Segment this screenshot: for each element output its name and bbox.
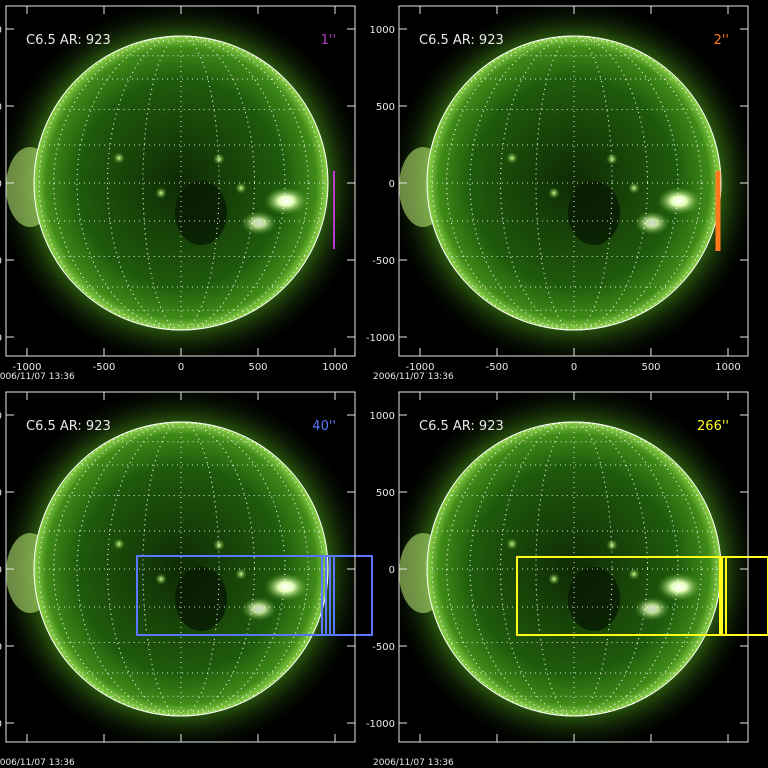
solar-panel-1: 1000 500 0 -500 -1000 -1000 -500 0 500 1000 C6.5 A… xyxy=(0,5,356,382)
solar-disk xyxy=(34,36,328,330)
bright-point xyxy=(235,568,247,580)
bright-point xyxy=(628,182,640,194)
y-tick-label: -500 xyxy=(372,642,395,653)
x-tick-label: -500 xyxy=(486,362,509,373)
active-region-923 xyxy=(264,573,308,601)
y-tick-label: -500 xyxy=(0,256,2,267)
coronal-hole xyxy=(175,181,227,245)
active-region-loops xyxy=(634,597,670,621)
bright-point xyxy=(213,153,225,165)
active-region-923 xyxy=(657,573,701,601)
x-tick-label: -500 xyxy=(93,362,116,373)
resolution-overlay xyxy=(516,556,768,636)
y-tick-label: 1000 xyxy=(370,411,395,422)
y-tick-label: -500 xyxy=(372,256,395,267)
bright-point xyxy=(548,187,560,199)
x-tick-label: 0 xyxy=(571,362,577,373)
active-region-loops xyxy=(241,597,277,621)
observation-date: 2006/11/07 13:36 xyxy=(373,758,454,768)
bright-point xyxy=(113,538,125,550)
y-tick-label: 1000 xyxy=(0,411,2,422)
bright-point xyxy=(155,573,167,585)
event-label: C6.5 AR: 923 xyxy=(26,33,111,48)
y-tick-label: 1000 xyxy=(0,25,2,36)
event-label: C6.5 AR: 923 xyxy=(26,419,111,434)
y-tick-label: 0 xyxy=(389,565,395,576)
bright-point xyxy=(606,539,618,551)
x-tick-label: -1000 xyxy=(12,362,41,373)
bright-point xyxy=(213,539,225,551)
bright-point xyxy=(155,187,167,199)
solar-disk xyxy=(34,422,328,716)
y-tick-label: -1000 xyxy=(366,719,395,730)
y-tick-label: 500 xyxy=(376,488,395,499)
bright-point xyxy=(548,573,560,585)
event-label: C6.5 AR: 923 xyxy=(419,33,504,48)
resolution-label: 266'' xyxy=(697,419,729,434)
observation-date: 2006/11/07 13:36 xyxy=(373,372,454,382)
y-tick-label: 500 xyxy=(0,102,2,113)
resolution-overlay xyxy=(136,555,373,636)
x-tick-label: 0 xyxy=(178,362,184,373)
observation-date: 2006/11/07 13:36 xyxy=(0,758,75,768)
solar-panel-2: 1000 500 0 -500 -1000 -1000 -500 0 500 1000 C6.5 A… xyxy=(366,5,749,382)
solar-disk xyxy=(427,422,721,716)
y-tick-label: -1000 xyxy=(366,333,395,344)
solar-limb xyxy=(426,35,722,331)
resolution-label: 1'' xyxy=(321,33,336,48)
x-tick-label: 500 xyxy=(248,362,267,373)
solar-panel-4: 1000 500 0 -500 -1000 C6.5 AR: 923 266'' 2006/1… xyxy=(366,391,768,768)
solar-panel-3: 1000 500 0 -500 -1000 C6.5 AR: 923 40'' 2006/11… xyxy=(0,391,373,768)
x-tick-label: 1000 xyxy=(322,362,347,373)
x-tick-label: 1000 xyxy=(715,362,740,373)
x-tick-label: -1000 xyxy=(405,362,434,373)
observation-date: 2006/11/07 13:36 xyxy=(0,372,75,382)
y-tick-label: 0 xyxy=(389,179,395,190)
y-tick-label: 500 xyxy=(376,102,395,113)
y-tick-label: 0 xyxy=(0,565,2,576)
bright-point xyxy=(113,152,125,164)
coronal-hole xyxy=(568,181,620,245)
y-tick-label: -1000 xyxy=(0,333,2,344)
bright-point xyxy=(506,152,518,164)
y-tick-label: 500 xyxy=(0,488,2,499)
y-tick-label: -1000 xyxy=(0,719,2,730)
coronal-hole xyxy=(568,567,620,631)
resolution-label: 2'' xyxy=(714,33,729,48)
coronal-hole xyxy=(175,567,227,631)
active-region-923 xyxy=(657,187,701,215)
bright-point xyxy=(628,568,640,580)
resolution-label: 40'' xyxy=(312,419,336,434)
active-region-loops xyxy=(241,211,277,235)
y-tick-label: 1000 xyxy=(370,25,395,36)
y-tick-label: 0 xyxy=(0,179,2,190)
bright-point xyxy=(506,538,518,550)
solar-limb xyxy=(33,35,329,331)
bright-point xyxy=(606,153,618,165)
event-label: C6.5 AR: 923 xyxy=(419,419,504,434)
bright-point xyxy=(235,182,247,194)
active-region-loops xyxy=(634,211,670,235)
y-tick-label: -500 xyxy=(0,642,2,653)
solar-limb xyxy=(33,421,329,717)
solar-disk xyxy=(427,36,721,330)
x-tick-label: 500 xyxy=(641,362,660,373)
active-region-923 xyxy=(264,187,308,215)
